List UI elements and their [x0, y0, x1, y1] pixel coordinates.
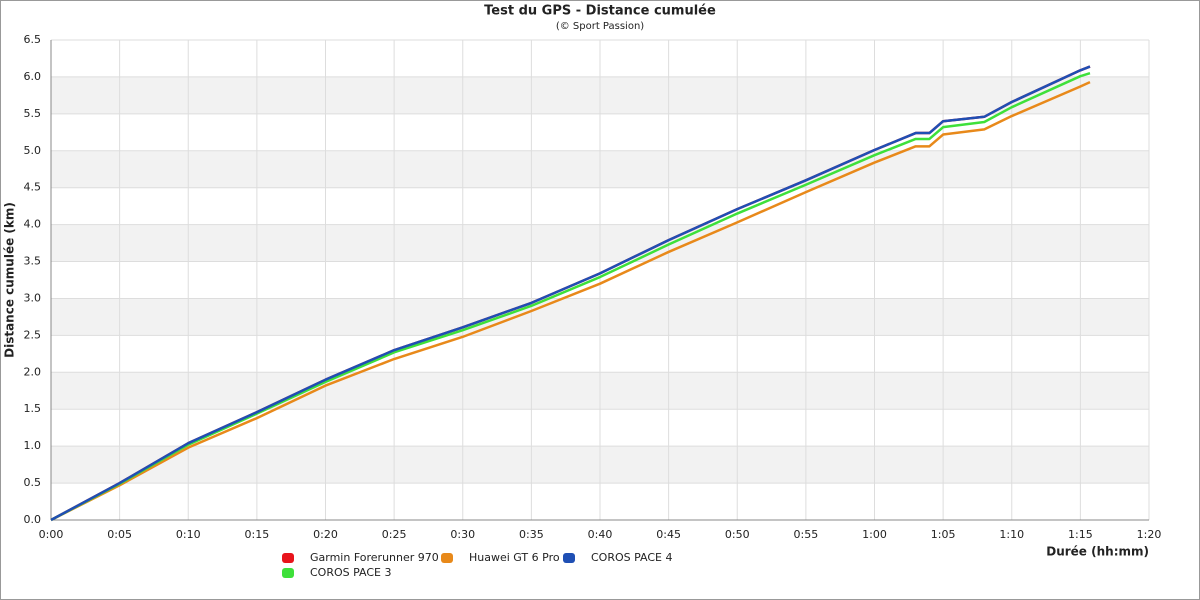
x-tick-label: 0:40: [588, 528, 613, 541]
x-tick-label: 1:05: [931, 528, 956, 541]
x-tick-label: 0:35: [519, 528, 544, 541]
y-tick-label: 5.0: [24, 144, 42, 157]
legend-label: COROS PACE 3: [310, 566, 392, 579]
x-tick-label: 0:00: [39, 528, 64, 541]
x-tick-label: 0:20: [313, 528, 338, 541]
legend-marker: [441, 553, 453, 563]
y-tick-label: 0.0: [24, 513, 42, 526]
x-tick-label: 1:10: [999, 528, 1024, 541]
legend-marker: [282, 568, 294, 578]
y-tick-label: 4.5: [24, 181, 42, 194]
legend-marker: [563, 553, 575, 563]
y-tick-label: 0.5: [24, 476, 42, 489]
legend-label: COROS PACE 4: [591, 551, 673, 564]
x-tick-label: 0:45: [656, 528, 681, 541]
y-tick-label: 6.0: [24, 70, 42, 83]
legend-marker: [282, 553, 294, 563]
x-axis-title: Durée (hh:mm): [1046, 545, 1149, 559]
x-tick-label: 1:00: [862, 528, 887, 541]
x-tick-label: 1:15: [1068, 528, 1093, 541]
legend-label: Garmin Forerunner 970: [310, 551, 439, 564]
data-line: [50, 72, 1091, 522]
chart-title: Test du GPS - Distance cumulée: [484, 4, 716, 19]
y-axis-title: Distance cumulée (km): [3, 202, 17, 358]
y-tick-label: 4.0: [24, 218, 42, 231]
x-tick-label: 1:20: [1137, 528, 1162, 541]
legend-label: Huawei GT 6 Pro: [469, 551, 560, 564]
x-tick-label: 0:25: [382, 528, 407, 541]
x-tick-label: 0:30: [450, 528, 475, 541]
x-tick-label: 0:15: [245, 528, 270, 541]
x-tick-label: 0:10: [176, 528, 201, 541]
x-tick-label: 0:55: [794, 528, 819, 541]
y-tick-label: 6.5: [24, 33, 42, 46]
y-tick-label: 3.5: [24, 255, 42, 268]
y-tick-label: 1.0: [24, 439, 42, 452]
y-tick-label: 3.0: [24, 291, 42, 304]
y-tick-label: 2.0: [24, 365, 42, 378]
data-line: [50, 65, 1091, 522]
y-tick-label: 2.5: [24, 328, 42, 341]
x-tick-label: 0:50: [725, 528, 750, 541]
x-tick-label: 0:05: [107, 528, 132, 541]
y-tick-label: 1.5: [24, 402, 42, 415]
data-line: [50, 80, 1091, 522]
y-tick-label: 5.5: [24, 107, 42, 120]
chart-subtitle: (© Sport Passion): [556, 21, 644, 32]
